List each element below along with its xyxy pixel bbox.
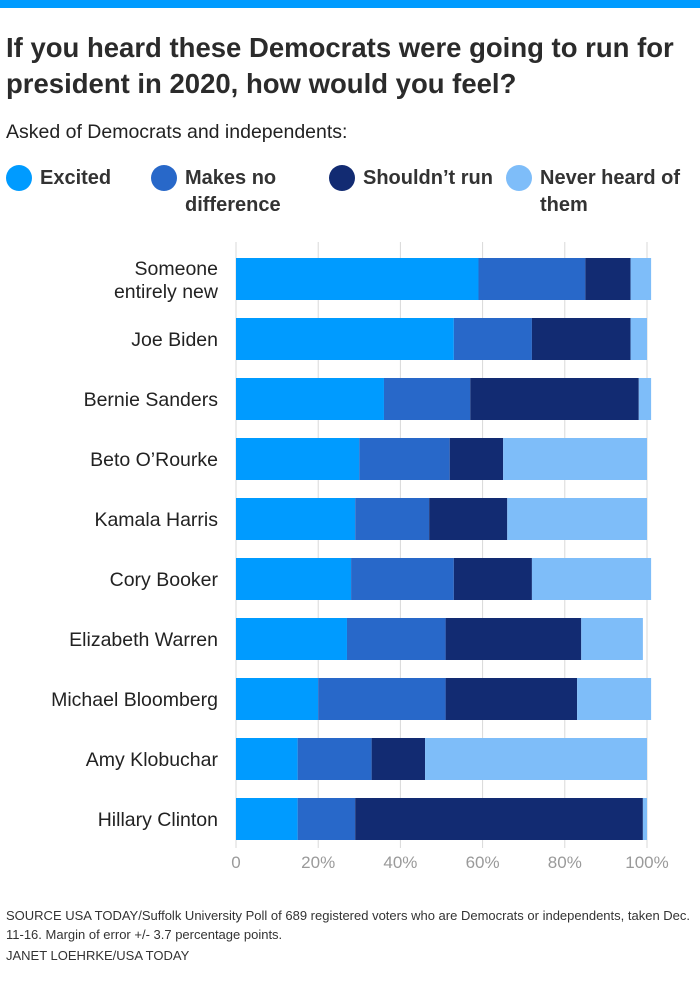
bar-segment	[478, 258, 586, 300]
bar-segment	[470, 378, 639, 420]
category-label: Amy Klobuchar	[86, 749, 219, 771]
bar-segment	[425, 738, 647, 780]
x-tick-labels: 0 20% 40% 60% 80% 100%	[231, 853, 668, 872]
x-tick-label: 60%	[466, 853, 500, 872]
bar-segment	[236, 498, 356, 540]
category-label: Hillary Clinton	[98, 809, 218, 831]
category-label: Cory Booker	[110, 569, 219, 591]
credit-line: JANET LOEHRKE/USA TODAY	[6, 948, 190, 963]
bar-segment	[642, 798, 647, 840]
legend-item-excited: Excited	[6, 165, 140, 192]
bar-segment	[355, 498, 430, 540]
bar-segment	[351, 558, 454, 600]
bar-segment	[236, 378, 384, 420]
legend-swatch-shouldnt-run	[329, 165, 355, 191]
bar-segment	[236, 618, 347, 660]
legend-swatch-never-heard	[506, 165, 532, 191]
bar-segment	[453, 558, 532, 600]
category-label: Kamala Harris	[94, 509, 218, 531]
x-tick-label: 0	[231, 853, 240, 872]
legend-label-never-heard: Never heard of them	[540, 167, 681, 216]
bar-segment	[346, 618, 446, 660]
bar-segment	[585, 258, 631, 300]
bars	[236, 258, 652, 840]
bar-segment	[507, 498, 647, 540]
bar-segment	[638, 378, 652, 420]
bar-segment	[236, 558, 352, 600]
bar-segment	[236, 258, 479, 300]
bar-segment	[236, 738, 298, 780]
bar-segment	[297, 798, 356, 840]
legend-swatch-no-difference	[151, 165, 177, 191]
category-label-line: entirely new	[114, 281, 219, 303]
bar-segment	[371, 738, 426, 780]
bar-segment	[630, 318, 647, 360]
chart-subtitle: Asked of Democrats and independents:	[6, 121, 348, 143]
legend: Excited Makes no difference Shouldn’t ru…	[0, 165, 700, 225]
legend-item-no-difference: Makes no difference	[151, 165, 315, 219]
legend-item-never-heard: Never heard of them	[506, 165, 700, 219]
category-labels: Someone entirely new Joe Biden Bernie Sande…	[51, 258, 219, 831]
category-label: Beto O’Rourke	[90, 449, 218, 471]
stacked-bar-chart: Someone entirely new Joe Biden Bernie Sande…	[51, 242, 669, 872]
x-tick-label: 20%	[301, 853, 335, 872]
bar-segment	[359, 438, 450, 480]
bar-segment	[355, 798, 643, 840]
bar-segment	[236, 318, 454, 360]
bar-segment	[429, 498, 508, 540]
category-label-line: Someone	[135, 258, 218, 280]
category-label: Elizabeth Warren	[69, 629, 218, 651]
bar-segment	[531, 558, 652, 600]
x-tick-label: 40%	[383, 853, 417, 872]
legend-item-shouldnt-run: Shouldn’t run	[329, 165, 493, 192]
chart-title: If you heard these Democrats were going …	[6, 32, 674, 99]
bar-segment	[531, 318, 631, 360]
legend-swatch-excited	[6, 165, 32, 191]
bar-segment	[297, 738, 372, 780]
bar-segment	[383, 378, 471, 420]
bar-segment	[445, 678, 578, 720]
bar-segment	[630, 258, 652, 300]
bar-segment	[581, 618, 643, 660]
legend-label-excited: Excited	[40, 167, 112, 189]
x-tick-label: 100%	[625, 853, 668, 872]
legend-label-no-difference: Makes no difference	[185, 167, 281, 216]
top-accent-bar	[0, 0, 700, 8]
category-label: Joe Biden	[131, 329, 218, 351]
bar-segment	[449, 438, 504, 480]
bar-segment	[236, 438, 360, 480]
bar-segment	[577, 678, 652, 720]
bar-segment	[503, 438, 647, 480]
legend-label-shouldnt-run: Shouldn’t run	[363, 167, 493, 189]
bar-segment	[236, 798, 298, 840]
x-tick-label: 80%	[548, 853, 582, 872]
bar-segment	[453, 318, 532, 360]
bar-segment	[318, 678, 446, 720]
category-label: Someone entirely new	[114, 258, 219, 303]
category-label: Bernie Sanders	[84, 389, 219, 411]
category-label: Michael Bloomberg	[51, 689, 218, 711]
bar-segment	[236, 678, 319, 720]
source-footnote: SOURCE USA TODAY/Suffolk University Poll…	[6, 908, 691, 942]
bar-segment	[445, 618, 582, 660]
